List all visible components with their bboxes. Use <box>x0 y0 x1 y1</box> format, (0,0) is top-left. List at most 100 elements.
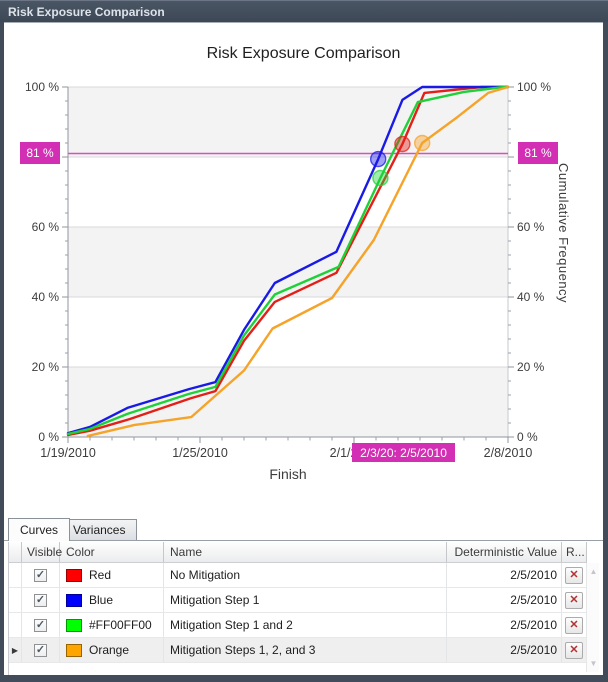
y-tick-label: 60 % <box>32 220 60 234</box>
y-tick-label: 0 % <box>38 430 59 444</box>
remove-cell: ✕ <box>562 588 587 612</box>
remove-button[interactable]: ✕ <box>565 641 583 659</box>
row-selector[interactable] <box>9 588 22 612</box>
color-swatch <box>66 618 82 632</box>
table-row[interactable]: ✓ Red No Mitigation 2/5/2010 ✕ <box>9 563 587 588</box>
remove-cell: ✕ <box>562 638 587 662</box>
table-row[interactable]: ✓ #FF00FF00 Mitigation Step 1 and 2 2/5/201… <box>9 613 587 638</box>
color-label: #FF00FF00 <box>89 618 152 632</box>
deterministic-date: 2/5/2010 <box>510 593 557 607</box>
marker-orange[interactable] <box>414 134 431 152</box>
tabstrip-divider <box>4 540 603 541</box>
deterministic-value-cell[interactable]: 2/5/2010 <box>447 588 562 612</box>
curve-name: Mitigation Step 1 <box>170 593 260 607</box>
table-row[interactable]: ✓ Blue Mitigation Step 1 2/5/2010 ✕ <box>9 588 587 613</box>
window-title: Risk Exposure Comparison <box>8 4 165 19</box>
color-swatch <box>66 593 82 607</box>
plot-band <box>68 157 508 227</box>
marker-ff00ff00[interactable] <box>372 169 389 187</box>
y-tick-label: 20 % <box>517 360 545 374</box>
header-color[interactable]: Color <box>60 542 164 562</box>
remove-button[interactable]: ✕ <box>565 616 583 634</box>
visible-checkbox[interactable]: ✓ <box>34 618 47 632</box>
curve-name: No Mitigation <box>170 568 241 582</box>
table-scrollbar[interactable]: ▲ ▼ <box>586 563 599 672</box>
window-frame-left <box>0 22 4 682</box>
tab-curves[interactable]: Curves <box>8 518 71 541</box>
color-swatch <box>66 568 82 582</box>
window-titlebar[interactable]: Risk Exposure Comparison <box>0 0 608 22</box>
chart-canvas: 0 % 0 % 20 % 20 % 40 % 40 % 60 % 60 % 100 % 100 %… <box>25 80 551 460</box>
curve-orange <box>86 85 510 438</box>
deterministic-date: 2/5/2010 <box>510 568 557 582</box>
name-cell[interactable]: Mitigation Steps 1, 2, and 3 <box>164 638 447 662</box>
table-row[interactable]: ▶ ✓ Orange Mitigation Steps 1, 2, and 3 2/5/… <box>9 638 587 663</box>
visible-cell: ✓ <box>22 638 60 662</box>
checkmark-icon: ✓ <box>35 619 46 631</box>
name-cell[interactable]: Mitigation Step 1 and 2 <box>164 613 447 637</box>
marker-blue[interactable] <box>370 150 387 168</box>
remove-button[interactable]: ✕ <box>565 566 583 584</box>
x-tick-label: 1/19/2010 <box>40 446 96 460</box>
chart-panel: Risk Exposure Comparison 0 % 0 % 20 % 20 % 4… <box>4 23 603 518</box>
window-frame-right <box>603 22 608 682</box>
y-tick-label: 60 % <box>517 220 545 234</box>
content-top-divider <box>4 22 603 23</box>
deterministic-value-cell[interactable]: 2/5/2010 <box>447 613 562 637</box>
plot-band <box>68 227 508 297</box>
selected-row-arrow-icon: ▶ <box>11 645 19 655</box>
name-cell[interactable]: No Mitigation <box>164 563 447 587</box>
marker-red[interactable] <box>394 135 411 153</box>
header-deterministic-value[interactable]: Deterministic Value <box>447 542 562 562</box>
remove-button[interactable]: ✕ <box>565 591 583 609</box>
tab-variances[interactable]: Variances <box>61 519 138 541</box>
table-header-row: Visible Color Name Deterministic Value R… <box>9 542 587 563</box>
remove-cell: ✕ <box>562 563 587 587</box>
visible-cell: ✓ <box>22 563 60 587</box>
checkmark-icon: ✓ <box>35 594 46 606</box>
visible-cell: ✓ <box>22 613 60 637</box>
window-frame-bottom <box>0 675 608 682</box>
y-tick-label: 100 % <box>25 80 59 94</box>
checkmark-icon: ✓ <box>35 644 46 656</box>
chart-title: Risk Exposure Comparison <box>206 45 401 62</box>
remove-x-icon: ✕ <box>569 643 579 656</box>
y-tick-label: 100 % <box>517 80 551 94</box>
threshold-date-badge[interactable]: 2/3/20: 2/5/2010 <box>352 443 455 462</box>
x-tick-label: 1/25/2010 <box>172 446 228 460</box>
scrollbar-up-icon[interactable]: ▲ <box>589 567 598 576</box>
curve-name: Mitigation Steps 1, 2, and 3 <box>170 643 316 657</box>
deterministic-value-cell[interactable]: 2/5/2010 <box>447 563 562 587</box>
header-name[interactable]: Name <box>164 542 447 562</box>
row-selector[interactable]: ▶ <box>9 638 22 662</box>
row-selector[interactable] <box>9 563 22 587</box>
remove-cell: ✕ <box>562 613 587 637</box>
y-tick-label: 20 % <box>32 360 60 374</box>
color-cell[interactable]: Orange <box>60 638 164 662</box>
scrollbar-down-icon[interactable]: ▼ <box>589 659 598 668</box>
curve-red <box>66 85 510 437</box>
deterministic-value-cell[interactable]: 2/5/2010 <box>447 638 562 662</box>
threshold-left-badge[interactable]: 81 % <box>20 142 60 164</box>
header-visible[interactable]: Visible <box>22 542 62 562</box>
color-cell[interactable]: Blue <box>60 588 164 612</box>
checkmark-icon: ✓ <box>35 569 46 581</box>
color-cell[interactable]: #FF00FF00 <box>60 613 164 637</box>
y-axis-title: Cumulative Frequency <box>556 163 571 304</box>
header-remove[interactable]: R... <box>562 542 587 562</box>
plot-band <box>68 297 508 367</box>
row-selector[interactable] <box>9 613 22 637</box>
y-tick-label: 40 % <box>517 290 545 304</box>
color-cell[interactable]: Red <box>60 563 164 587</box>
visible-checkbox[interactable]: ✓ <box>34 643 47 657</box>
color-label: Red <box>89 568 112 582</box>
remove-x-icon: ✕ <box>569 618 579 631</box>
name-cell[interactable]: Mitigation Step 1 <box>164 588 447 612</box>
remove-x-icon: ✕ <box>569 593 579 606</box>
visible-cell: ✓ <box>22 588 60 612</box>
y-tick-label: 40 % <box>32 290 60 304</box>
visible-checkbox[interactable]: ✓ <box>34 568 47 582</box>
visible-checkbox[interactable]: ✓ <box>34 593 47 607</box>
threshold-right-badge[interactable]: 81 % <box>518 142 558 164</box>
